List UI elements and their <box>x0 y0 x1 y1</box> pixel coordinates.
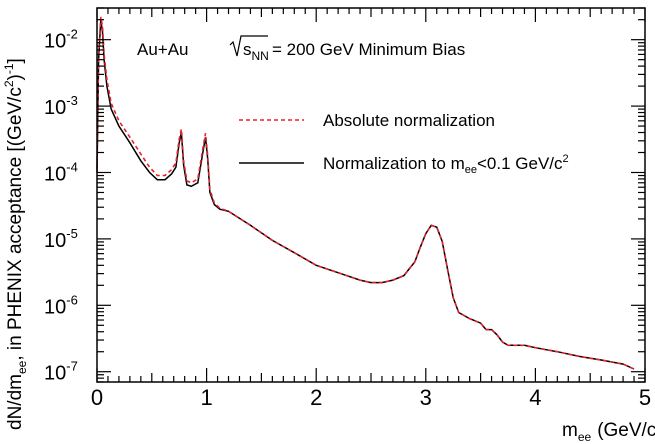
annotation-root-var: s <box>243 40 252 59</box>
y-tick-label: 10-5 <box>44 226 78 252</box>
tick-labels: 0 1 2 3 4 5 10-2 10-3 10-4 10-5 10-6 10-7 <box>44 27 651 410</box>
legend: Absolute normalization Normalization to … <box>239 111 569 176</box>
x-tick-label: 1 <box>200 385 212 410</box>
series-line-absolute <box>96 16 635 370</box>
y-tick-label: 10-2 <box>44 27 78 53</box>
y-tick-label: 10-7 <box>44 359 78 385</box>
annotation-system: Au+Au <box>137 40 189 59</box>
svg-text:Au+Au: Au+Au <box>137 40 189 59</box>
plot-frame <box>96 7 646 383</box>
legend-label-absolute: Absolute normalization <box>323 111 495 130</box>
x-tick-label: 2 <box>310 385 322 410</box>
y-tick-label: 10-6 <box>44 292 78 318</box>
series-line-normalized <box>96 19 635 370</box>
annotation-root-sub: NN <box>252 49 269 63</box>
axis-ticks <box>96 7 646 383</box>
plot-lines <box>96 16 635 370</box>
x-tick-label: 3 <box>420 385 432 410</box>
svg-text:= 200 GeV Minimum Bias: = 200 GeV Minimum Bias <box>272 40 465 59</box>
y-tick-label: 10-3 <box>44 93 78 119</box>
x-axis-title: mee(GeV/c2) <box>562 417 655 444</box>
legend-label-normalized: Normalization to mee<0.1 GeV/c2 <box>323 153 569 176</box>
x-tick-label: 5 <box>639 385 651 410</box>
sqrt-symbol <box>229 35 268 57</box>
annotation-rest: = 200 GeV Minimum Bias <box>272 40 465 59</box>
x-tick-label: 4 <box>529 385 541 410</box>
y-tick-label: 10-4 <box>44 159 78 185</box>
x-tick-label: 0 <box>91 385 103 410</box>
y-axis-title: dN/dmee, in PHENIX acceptance [(GeV/c2)-… <box>2 58 29 430</box>
svg-text:sNN: sNN <box>243 40 269 63</box>
collision-annotation: Au+Au sNN = 200 GeV Minimum Bias <box>137 35 465 63</box>
